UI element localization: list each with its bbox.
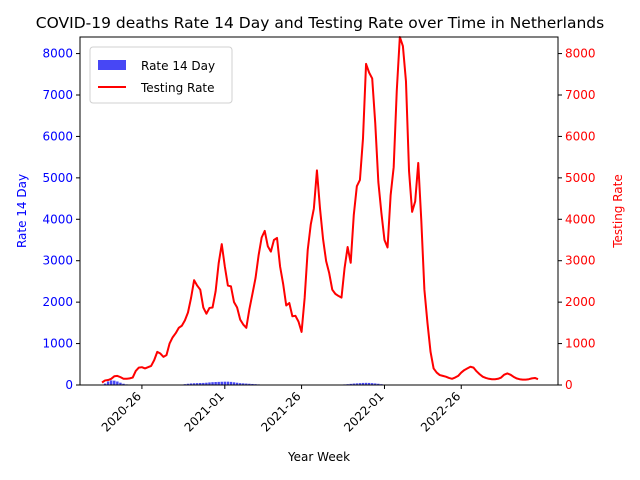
x-tick-label: 2022-26 [418, 389, 463, 434]
bar [370, 383, 374, 385]
right-tick-label: 3000 [565, 254, 596, 268]
left-tick-label: 6000 [42, 129, 73, 143]
testing-rate-line [101, 36, 539, 384]
bar [367, 382, 371, 385]
bar [242, 383, 245, 385]
left-tick-label: 7000 [42, 88, 73, 102]
bar [361, 382, 365, 385]
plot-frame [79, 36, 559, 386]
bar [186, 383, 190, 385]
bar [192, 383, 196, 385]
left-tick-label: 1000 [42, 337, 73, 351]
bar [106, 381, 110, 385]
bar [205, 382, 208, 385]
right-tick-label: 6000 [565, 129, 596, 143]
bar [245, 383, 248, 385]
left-tick-label: 3000 [42, 254, 73, 268]
bar [374, 383, 377, 385]
line-series [101, 36, 539, 384]
right-axis: 0 1000 2000 3000 4000 5000 6000 7000 8000 [558, 47, 596, 392]
bar [208, 382, 211, 385]
right-tick-label: 8000 [565, 47, 596, 61]
bar [229, 381, 233, 385]
left-tick-label: 0 [65, 378, 73, 392]
chart-title: COVID-19 deaths Rate 14 Day and Testing … [36, 14, 604, 32]
bar [251, 383, 254, 385]
left-tick-label: 2000 [42, 295, 73, 309]
x-tick-label: 2021-01 [182, 389, 227, 434]
bar [358, 383, 362, 385]
bar [226, 381, 230, 385]
left-tick-label: 4000 [42, 212, 73, 226]
legend-swatch-rate-14-day [98, 60, 126, 70]
bar [352, 383, 356, 385]
bar [238, 383, 242, 385]
bar [232, 382, 236, 385]
x-tick-label: 2022-01 [341, 389, 386, 434]
right-tick-label: 1000 [565, 337, 596, 351]
bar [195, 383, 199, 385]
bar [364, 382, 368, 385]
bar [113, 380, 116, 385]
left-tick-label: 8000 [42, 47, 73, 61]
left-axis-title: Rate 14 Day [15, 174, 29, 248]
right-tick-label: 5000 [565, 171, 596, 185]
bar [220, 381, 223, 385]
bar [116, 381, 119, 385]
bar [211, 382, 214, 385]
right-tick-label: 7000 [565, 88, 596, 102]
left-tick-label: 5000 [42, 171, 73, 185]
legend: Rate 14 Day Testing Rate [89, 46, 233, 104]
left-axis: 0 1000 2000 3000 4000 5000 6000 7000 8000 [42, 47, 80, 392]
bar [248, 383, 251, 385]
right-tick-label: 4000 [565, 212, 596, 226]
x-tick-label: 2021-26 [258, 389, 303, 434]
bar [223, 381, 227, 385]
bar [199, 383, 202, 385]
right-axis-title: Testing Rate [611, 174, 625, 249]
x-axis: 2020-26 2021-01 2021-26 2022-01 2022-26 [99, 385, 463, 435]
right-tick-label: 2000 [565, 295, 596, 309]
bar [349, 383, 352, 385]
x-axis-title: Year Week [287, 450, 350, 464]
bar [109, 380, 113, 385]
bar [189, 383, 193, 385]
bar [214, 382, 217, 385]
bar [119, 382, 122, 385]
bar [217, 381, 220, 385]
legend-label-rate-14-day: Rate 14 Day [141, 59, 215, 73]
legend-label-testing-rate: Testing Rate [140, 81, 215, 95]
right-tick-label: 0 [565, 378, 573, 392]
bar [377, 383, 380, 385]
bar [235, 382, 239, 385]
x-tick-label: 2020-26 [99, 389, 144, 434]
bar [103, 383, 107, 385]
bar [122, 383, 125, 385]
bar [202, 382, 205, 385]
bar [355, 383, 359, 385]
